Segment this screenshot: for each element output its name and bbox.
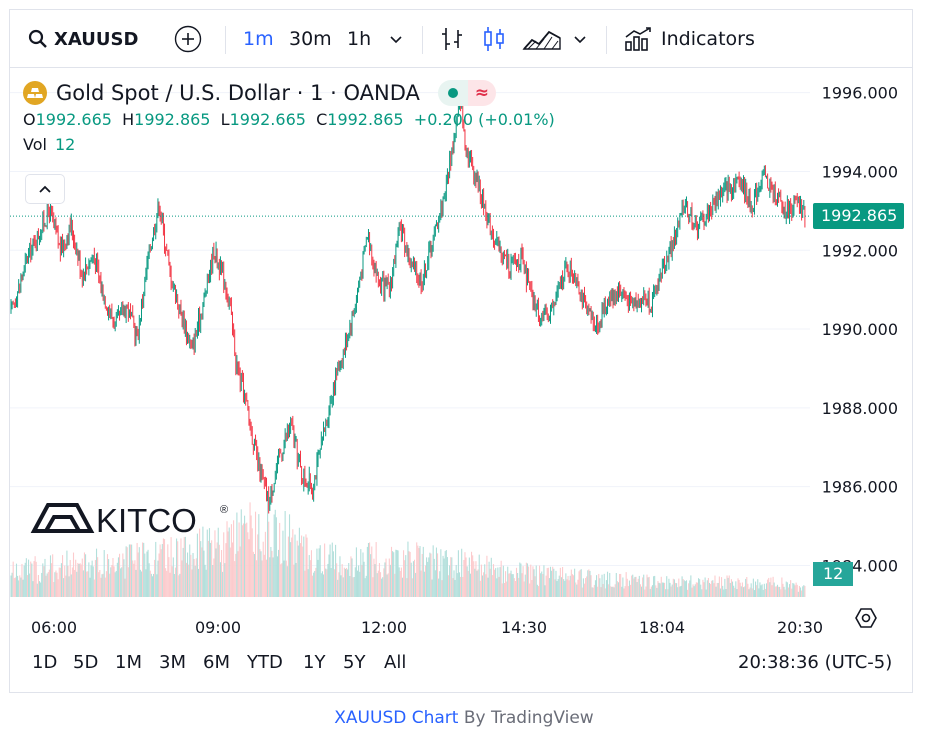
market-status-pill[interactable]: ≈: [437, 80, 496, 106]
legend-title: Gold Spot / U.S. Dollar · 1 · OANDA: [56, 81, 420, 105]
kitco-watermark: KITCO ®: [30, 502, 228, 539]
y-tick-label: 1996.000: [822, 84, 898, 103]
x-tick-label: 12:00: [361, 618, 407, 637]
watermark-registered: ®: [220, 504, 228, 516]
indicators-icon: [623, 25, 653, 53]
volume-label: Vol: [23, 135, 47, 154]
open-value: 1992.665: [35, 110, 112, 129]
add-symbol-icon: [174, 25, 202, 53]
low-value: 1992.665: [229, 110, 306, 129]
candle-style-button[interactable]: [480, 10, 508, 68]
last-price-label: 1992.865: [813, 203, 905, 230]
interval-30m[interactable]: 30m: [289, 28, 332, 50]
chart-widget: XAUUSD 1m 30m 1h: [9, 9, 913, 693]
chart-style-menu-button[interactable]: [572, 10, 588, 68]
chevron-down-icon: [572, 31, 588, 47]
last-volume-label: 12: [813, 562, 854, 586]
range-3m[interactable]: 3M: [159, 652, 186, 673]
y-tick-label: 1988.000: [822, 399, 898, 418]
market-open-dot-icon: [447, 88, 458, 98]
tradingview-link[interactable]: TradingView: [490, 708, 594, 728]
range-6m[interactable]: 6M: [203, 652, 230, 673]
delayed-data-icon: ≈: [467, 80, 496, 106]
chart-settings-button[interactable]: [855, 607, 877, 633]
y-tick-label: 1990.000: [822, 320, 898, 339]
y-tick-label: 1994.000: [822, 162, 898, 181]
search-icon: [28, 29, 48, 49]
watermark-brand: KITCO: [96, 502, 197, 539]
x-tick-label: 09:00: [195, 618, 241, 637]
range-5y[interactable]: 5Y: [343, 652, 366, 673]
collapse-legend-button[interactable]: [25, 174, 65, 204]
range-all[interactable]: All: [384, 652, 407, 673]
symbol-search[interactable]: XAUUSD: [28, 10, 138, 68]
range-1m[interactable]: 1M: [115, 652, 142, 673]
clock-timezone[interactable]: 20:38:36 (UTC-5): [738, 652, 893, 673]
chevron-down-icon: [388, 31, 404, 47]
high-value: 1992.865: [134, 110, 211, 129]
x-tick-label: 18:04: [639, 618, 685, 637]
bar-style-icon: [438, 25, 466, 53]
chart-legend: Gold Spot / U.S. Dollar · 1 · OANDA ≈ O1…: [23, 80, 555, 154]
range-1d[interactable]: 1D: [32, 652, 58, 673]
y-tick-label: 1992.000: [822, 241, 898, 260]
gold-bars-icon: [23, 81, 47, 105]
interval-1h[interactable]: 1h: [347, 28, 372, 50]
toolbar: XAUUSD 1m 30m 1h: [10, 10, 912, 68]
change-value: +0.200 (+0.01%): [413, 110, 555, 129]
x-tick-label: 20:30: [777, 618, 823, 637]
range-5d[interactable]: 5D: [73, 652, 99, 673]
range-1y[interactable]: 1Y: [303, 652, 326, 673]
area-style-button[interactable]: [522, 10, 562, 68]
gear-icon: [855, 607, 877, 629]
price-chart[interactable]: 1996.000 1994.000 1992.000 1990.000 1988.000…: [10, 69, 914, 644]
ohlc-values: O1992.665 H1992.865 L1992.665 C1992.865 …: [23, 110, 555, 129]
x-tick-label: 14:30: [501, 618, 547, 637]
indicators-button[interactable]: Indicators: [623, 10, 755, 68]
bar-style-button[interactable]: [438, 10, 466, 68]
symbol-name: XAUUSD: [54, 28, 139, 50]
chevron-up-icon: [37, 181, 53, 197]
candle-style-icon: [480, 25, 508, 53]
interval-menu-button[interactable]: [388, 10, 404, 68]
x-tick-label: 06:00: [31, 618, 77, 637]
add-symbol-button[interactable]: [174, 10, 202, 68]
range-selector: 1D 5D 1M 3M 6M YTD 1Y 5Y All 20:38:36 (U…: [10, 652, 912, 682]
symbol-chart-link[interactable]: XAUUSD Chart: [334, 708, 459, 728]
interval-1m[interactable]: 1m: [243, 28, 274, 50]
attribution: XAUUSD Chart By TradingView: [334, 708, 594, 728]
volume-value: 12: [54, 135, 76, 154]
range-ytd[interactable]: YTD: [247, 652, 283, 673]
close-value: 1992.865: [327, 110, 404, 129]
volume-legend: Vol 12: [23, 135, 555, 154]
y-tick-label: 1986.000: [822, 478, 898, 497]
indicators-label: Indicators: [661, 28, 755, 50]
area-style-icon: [522, 25, 562, 53]
